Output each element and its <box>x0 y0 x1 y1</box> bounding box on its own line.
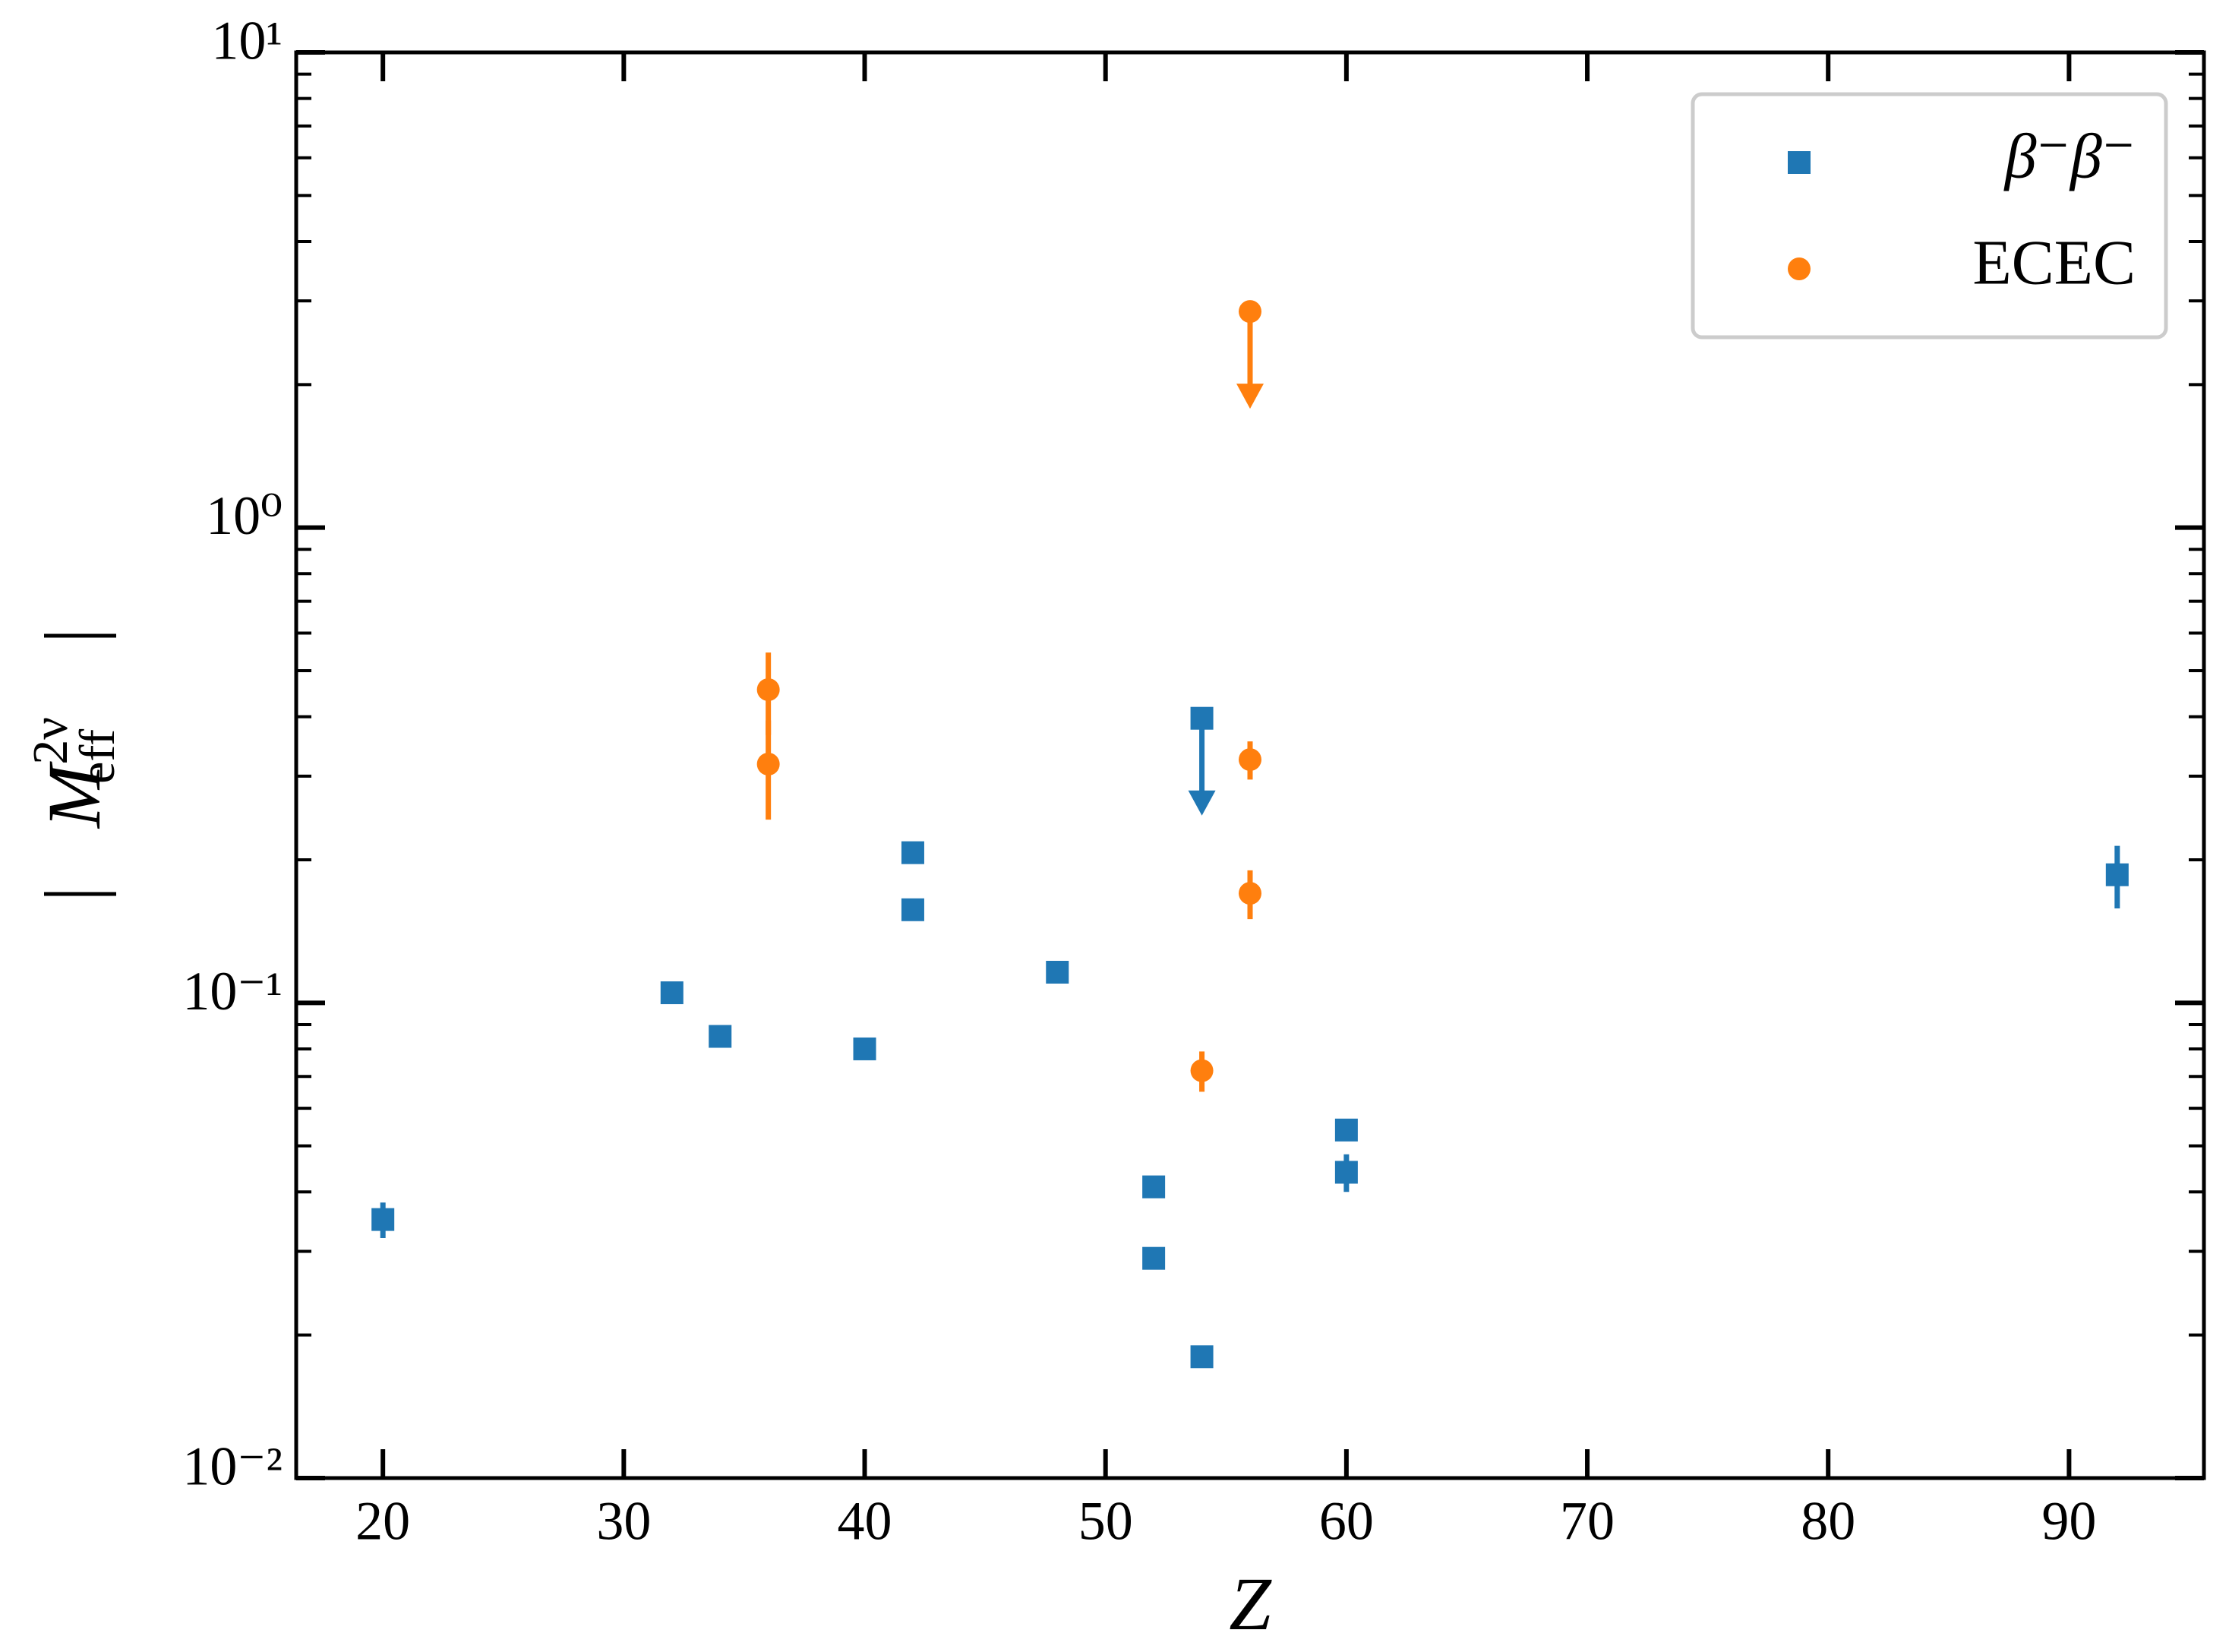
x-tick-label: 20 <box>355 1491 410 1552</box>
data-point <box>1190 1345 1214 1369</box>
data-point <box>1046 961 1069 984</box>
legend-label: ECEC <box>1972 227 2136 298</box>
data-point <box>660 981 684 1005</box>
data-point <box>853 1037 876 1060</box>
y-tick-label: 10⁰ <box>206 485 283 546</box>
y-tick-label: 10¹ <box>211 11 283 71</box>
x-tick-label: 40 <box>838 1491 892 1552</box>
data-point <box>1142 1246 1166 1270</box>
x-tick-label: 80 <box>1801 1491 1855 1552</box>
data-point <box>2105 863 2129 886</box>
data-point <box>1334 1118 1358 1142</box>
data-point <box>1142 1175 1166 1199</box>
data-point <box>901 841 924 864</box>
x-tick-label: 60 <box>1319 1491 1374 1552</box>
legend-marker <box>1788 257 1811 280</box>
data-point <box>1190 1059 1214 1082</box>
legend-marker <box>1788 151 1811 174</box>
data-point <box>371 1208 395 1231</box>
data-point <box>1239 748 1261 772</box>
legend-box <box>1691 92 2168 340</box>
data-point <box>756 678 780 702</box>
data-point <box>1190 706 1214 730</box>
y-label-sub: eff <box>70 729 125 784</box>
upper-limit-head <box>1236 384 1264 409</box>
y-label-text: M2νeff <box>23 717 125 829</box>
x-tick-label: 50 <box>1078 1491 1133 1552</box>
data-point <box>756 752 780 775</box>
upper-limit-head <box>1188 790 1216 816</box>
data-point <box>901 898 924 921</box>
legend-label: β⁻β⁻ <box>2003 121 2136 191</box>
x-tick-label: 70 <box>1560 1491 1615 1552</box>
y-axis-label: M2νeff <box>23 633 125 896</box>
y-label-main: M <box>32 761 116 829</box>
x-axis-label: Z <box>1229 1562 1272 1646</box>
y-tick-label: 10⁻¹ <box>182 961 283 1022</box>
data-point <box>1239 300 1261 324</box>
y-label-sup: 2ν <box>23 717 78 765</box>
data-point <box>1334 1161 1358 1184</box>
y-tick-label: 10⁻² <box>182 1436 283 1497</box>
plot-frame <box>294 50 2206 1480</box>
x-tick-label: 90 <box>2041 1491 2096 1552</box>
data-point <box>1239 882 1261 905</box>
data-point <box>709 1025 732 1048</box>
x-tick-label: 30 <box>596 1491 651 1552</box>
